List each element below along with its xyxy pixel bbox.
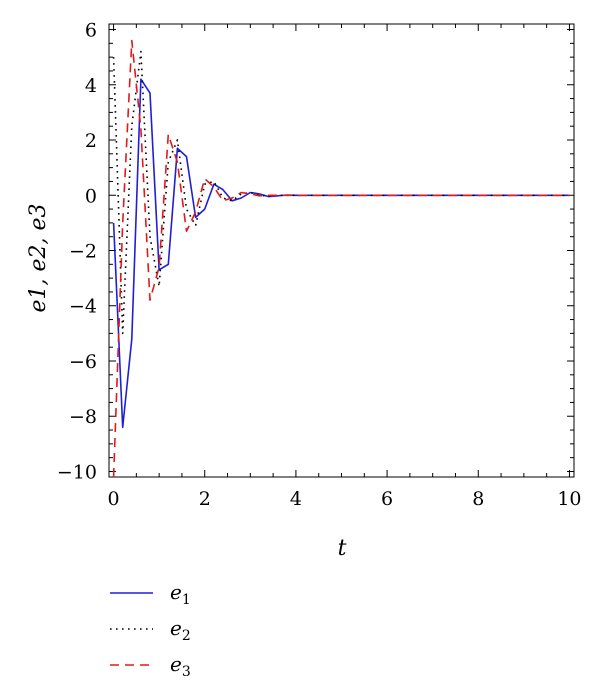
y-tick-label: 2	[85, 130, 97, 152]
y-tick-label: −4	[69, 296, 97, 318]
x-tick-label: 10	[557, 488, 581, 510]
y-axis-title-text: e1, e2, e3	[26, 203, 51, 312]
legend-label-e3: e3	[170, 652, 191, 680]
x-tick-label: 2	[199, 488, 211, 510]
x-axis-title: t	[338, 536, 347, 561]
x-tick-label: 4	[290, 488, 302, 510]
y-tick-label: −6	[69, 351, 97, 373]
y-tick-label: −8	[69, 406, 97, 428]
y-tick-label: 0	[85, 185, 97, 207]
legend: e1 e2 e3	[110, 580, 191, 680]
x-tick-label: 0	[108, 488, 120, 510]
plot-area	[108, 23, 575, 478]
y-tick-label: 6	[85, 20, 97, 42]
y-tick-label: −10	[57, 461, 97, 483]
y-axis-title: e1, e2, e3	[26, 203, 51, 312]
plot-frame	[108, 23, 575, 478]
x-tick-label: 6	[381, 488, 393, 510]
y-tick-label: −2	[69, 241, 97, 263]
series-lines	[112, 39, 570, 478]
series-line-e2	[112, 50, 570, 335]
legend-label-e1: e1	[170, 580, 191, 608]
axes: 0 2 4 6 8 10 −10 −8 −6 −4 −2 0 2 4 6	[57, 20, 582, 510]
series-line-e3	[112, 39, 570, 478]
series-line-e1	[112, 78, 570, 429]
y-tick-label: 4	[85, 75, 97, 97]
x-tick-label: 8	[472, 488, 484, 510]
legend-label-e2: e2	[170, 616, 191, 644]
